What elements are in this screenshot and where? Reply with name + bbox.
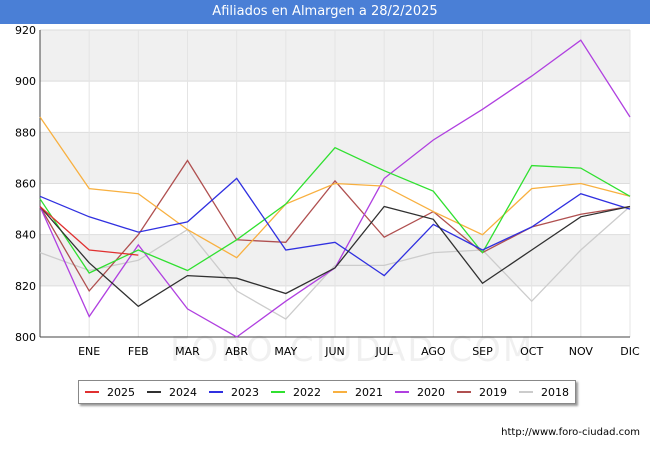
y-tick-label: 820 <box>15 280 36 293</box>
legend-item-2024: 2024 <box>147 386 197 399</box>
x-tick-label: JUL <box>374 345 393 358</box>
x-tick-label: ENE <box>78 345 100 358</box>
series-line-2025 <box>39 206 139 256</box>
chart-title: Afiliados en Almargen a 28/2/2025 <box>0 0 650 24</box>
x-tick-label: SEP <box>472 345 493 358</box>
axes <box>39 30 630 338</box>
legend-label: 2019 <box>479 385 507 399</box>
legend-swatch <box>519 391 533 393</box>
legend-item-2022: 2022 <box>271 386 321 399</box>
x-tick-label: ABR <box>225 345 248 358</box>
series-line-2023 <box>39 177 631 277</box>
x-tick-label: MAY <box>274 345 297 358</box>
y-tick-label: 840 <box>15 229 36 242</box>
series-line-2021 <box>39 116 631 259</box>
x-tick-label: DIC <box>620 345 640 358</box>
x-tick-label: FEB <box>128 345 149 358</box>
legend-label: 2025 <box>107 385 135 399</box>
y-tick-label: 920 <box>15 24 36 37</box>
legend-label: 2024 <box>169 385 197 399</box>
legend-swatch <box>271 391 285 393</box>
legend-swatch <box>395 391 409 393</box>
y-tick-label: 900 <box>15 75 36 88</box>
source-credit: http://www.foro-ciudad.com <box>501 427 640 438</box>
legend-item-2025: 2025 <box>85 386 135 399</box>
legend-label: 2023 <box>231 385 259 399</box>
x-tick-label: OCT <box>520 345 543 358</box>
legend-swatch <box>209 391 223 393</box>
legend-swatch <box>333 391 347 393</box>
legend-label: 2018 <box>541 385 569 399</box>
legend-swatch <box>85 391 99 393</box>
legend-label: 2022 <box>293 385 321 399</box>
y-tick-label: 880 <box>15 126 36 139</box>
line-chart: 800 820 840 860 880 900 920 ENE FEB MAR ABR MAY JUN J… <box>15 24 640 358</box>
series-line-2024 <box>39 205 631 308</box>
legend: 2025 2024 2023 2022 2021 2020 2019 2018 <box>78 380 576 404</box>
legend-swatch <box>457 391 471 393</box>
x-tick-label: AGO <box>421 345 446 358</box>
series-lines <box>39 39 631 338</box>
legend-item-2019: 2019 <box>457 386 507 399</box>
legend-swatch <box>147 391 161 393</box>
legend-item-2018: 2018 <box>519 386 569 399</box>
tick-labels: 800 820 840 860 880 900 920 ENE FEB MAR ABR MAY JUN J… <box>15 24 640 358</box>
x-tick-label: NOV <box>569 345 594 358</box>
y-tick-label: 800 <box>15 331 36 344</box>
legend-item-2021: 2021 <box>333 386 383 399</box>
legend-label: 2020 <box>417 385 445 399</box>
y-tick-label: 860 <box>15 178 36 191</box>
legend-item-2020: 2020 <box>395 386 445 399</box>
x-tick-label: JUN <box>324 345 345 358</box>
x-tick-label: MAR <box>175 345 200 358</box>
series-line-2022 <box>39 146 631 274</box>
legend-item-2023: 2023 <box>209 386 259 399</box>
legend-label: 2021 <box>355 385 383 399</box>
series-line-2018 <box>39 206 631 320</box>
